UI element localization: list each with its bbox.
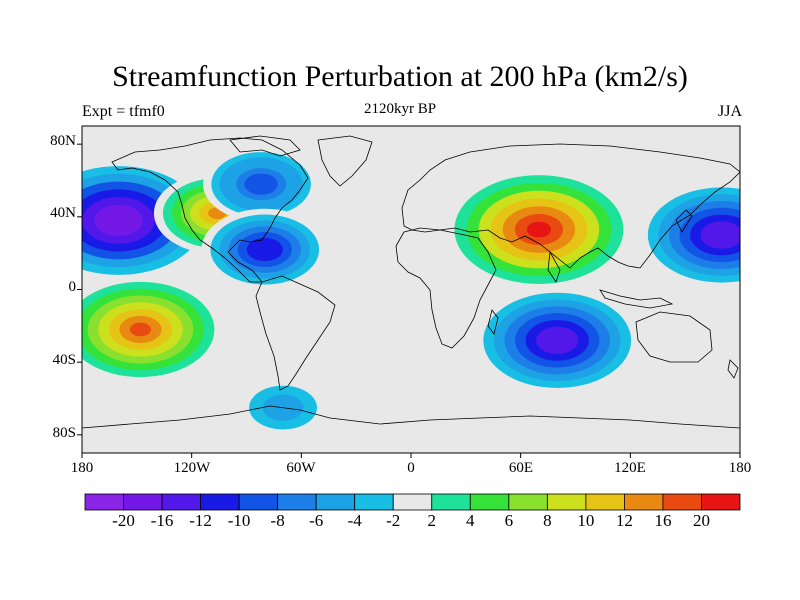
contour-indian-ocean-low bbox=[483, 292, 632, 388]
colorbar-swatch bbox=[123, 493, 163, 511]
colorbar-swatch bbox=[392, 493, 433, 511]
colorbar-label: 20 bbox=[692, 511, 710, 530]
contour-caribbean-low bbox=[201, 208, 329, 291]
colorbar-swatch bbox=[662, 493, 702, 511]
colorbar-swatch bbox=[701, 493, 741, 511]
contour-level bbox=[711, 228, 733, 242]
colorbar-label: -6 bbox=[309, 511, 324, 530]
colorbar-swatch bbox=[84, 493, 124, 511]
colorbar-swatch bbox=[315, 493, 356, 511]
contour-level bbox=[252, 178, 270, 190]
season-label: JJA bbox=[717, 103, 742, 120]
colorbar-label: -8 bbox=[270, 511, 285, 530]
colorbar-swatch bbox=[238, 493, 279, 511]
lat-tick-80s: 80S bbox=[52, 425, 76, 441]
coastline-japan bbox=[675, 209, 693, 233]
colorbar-label: 4 bbox=[466, 511, 475, 530]
contour-north-pacific-low bbox=[82, 166, 204, 275]
coastlines bbox=[82, 135, 740, 429]
colorbar-label: 12 bbox=[615, 511, 633, 530]
coastline-arctic-islands bbox=[229, 135, 301, 157]
colorbar-label: 16 bbox=[654, 511, 672, 530]
colorbar-label: -20 bbox=[112, 511, 135, 530]
lon-tick-120w: 120W bbox=[173, 460, 211, 476]
contour-west-pacific-low bbox=[647, 187, 740, 283]
lat-tick-80n: 80N bbox=[50, 133, 76, 149]
colorbar-swatch bbox=[624, 493, 664, 511]
colorbar bbox=[84, 493, 741, 511]
colorbar-label: -4 bbox=[347, 511, 362, 530]
lat-tick-40s: 40S bbox=[52, 352, 76, 368]
colorbar-swatch bbox=[161, 493, 201, 511]
coastline-greenland bbox=[317, 135, 373, 187]
coastline-madagascar bbox=[487, 309, 499, 335]
lat-tick-40n: 40N bbox=[50, 205, 76, 221]
colorbar-swatch bbox=[508, 493, 548, 511]
contour-level bbox=[129, 322, 152, 337]
contour-level bbox=[106, 212, 131, 229]
colorbar-swatch bbox=[469, 493, 510, 511]
colorbar-label: 6 bbox=[504, 511, 514, 530]
contour-tibetan-high bbox=[454, 175, 624, 284]
time-label: 2120kyr BP bbox=[363, 101, 437, 117]
colorbar-swatch bbox=[200, 493, 240, 511]
colorbar-label: -2 bbox=[386, 511, 401, 530]
contour-canada-low bbox=[203, 146, 320, 222]
colorbar-label: -12 bbox=[189, 511, 212, 530]
colorbar-swatch bbox=[546, 493, 587, 511]
contour-level bbox=[546, 333, 568, 348]
colorbar-swatch bbox=[277, 493, 317, 511]
colorbar-label: -16 bbox=[150, 511, 174, 530]
coastline-north-america bbox=[111, 137, 309, 283]
lon-tick-120e: 120E bbox=[614, 460, 646, 476]
coastline-new-zealand bbox=[727, 359, 739, 379]
colorbar-label: -10 bbox=[227, 511, 251, 530]
lon-tick-180e: 180 bbox=[728, 460, 752, 476]
colorbar-label: 2 bbox=[427, 511, 437, 530]
colorbar-label: 8 bbox=[543, 511, 552, 530]
coastline-antarctica bbox=[82, 405, 740, 429]
coastline-australia bbox=[635, 311, 713, 363]
coastline-africa bbox=[395, 227, 497, 349]
colorbar-label: 10 bbox=[577, 511, 595, 530]
coastline-south-america bbox=[255, 275, 336, 391]
lat-tick-0: 0 bbox=[68, 279, 77, 295]
figure-title: Streamfunction Perturbation at 200 hPa (… bbox=[112, 60, 688, 93]
colorbar-swatch bbox=[585, 493, 625, 511]
experiment-label: Expt = tfmf0 bbox=[82, 103, 165, 120]
lon-tick-60e: 60E bbox=[508, 460, 534, 476]
colorbar-swatch bbox=[354, 493, 394, 511]
contour-south-pacific-high bbox=[82, 281, 215, 378]
lon-tick-180w: 180 bbox=[70, 460, 94, 476]
coastline-indonesia bbox=[599, 289, 674, 309]
colorbar-swatch bbox=[431, 493, 471, 511]
lon-tick-60w: 60W bbox=[286, 460, 316, 476]
contour-field bbox=[82, 126, 740, 453]
coastline-eurasia bbox=[401, 143, 740, 269]
map-background bbox=[82, 126, 740, 453]
lon-tick-0: 0 bbox=[407, 460, 415, 476]
axis-ticks bbox=[77, 143, 741, 458]
coastline-india bbox=[547, 250, 561, 283]
contour-level bbox=[526, 221, 552, 238]
contour-level bbox=[255, 243, 274, 256]
